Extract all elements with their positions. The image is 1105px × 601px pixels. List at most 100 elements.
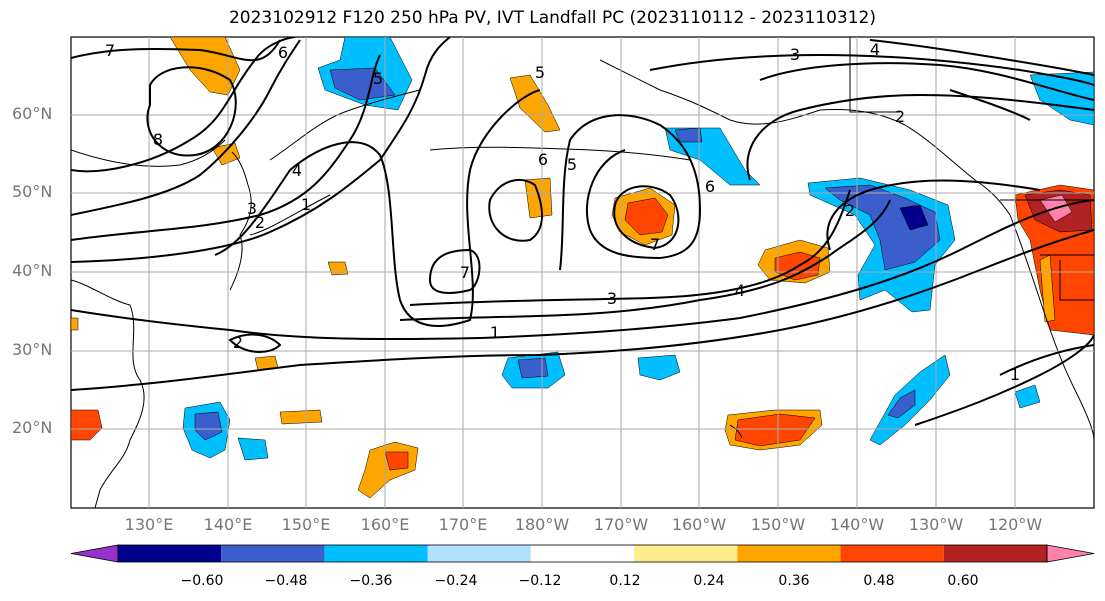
- contour-label: 1: [490, 323, 500, 342]
- contour-label: 5: [567, 155, 577, 174]
- colorbar: [70, 544, 1095, 563]
- contour-label: 1: [1010, 365, 1020, 384]
- colorbar-tick-label: 0.60: [947, 573, 979, 589]
- negative-anomaly: [674, 127, 703, 143]
- pv-contour: [214, 89, 541, 327]
- contour-label: 3: [607, 289, 617, 308]
- pv-contour: [559, 114, 702, 271]
- contour-label: 6: [705, 177, 715, 196]
- contour-label: 6: [538, 150, 548, 169]
- pv-contour: [71, 199, 1094, 341]
- negative-anomaly: [887, 389, 916, 419]
- positive-anomaly: [279, 409, 323, 425]
- contour-label: 6: [278, 43, 288, 62]
- lon-label: 130°W: [908, 515, 964, 534]
- kamchatka-coast: [269, 89, 421, 161]
- aleutians: [429, 146, 691, 161]
- pv-contour: [71, 54, 381, 241]
- alaska-coast: [599, 59, 1011, 216]
- colorbar-tick-label: 0.48: [863, 573, 895, 589]
- contour-label: 1: [301, 195, 311, 214]
- contour-label: 3: [790, 45, 800, 64]
- colorbar-tick-label: −0.12: [518, 573, 562, 589]
- colorbar-segment: [221, 545, 325, 562]
- pv-contour: [146, 66, 237, 157]
- colorbar-segment: [943, 545, 1047, 562]
- contour-label: 7: [460, 263, 470, 282]
- map-title: 2023102912 F120 250 hPa PV, IVT Landfall…: [228, 8, 876, 28]
- colorbar-tick-label: 0.12: [609, 573, 641, 589]
- lat-label: 40°N: [12, 261, 53, 280]
- na-state-lines: [1040, 254, 1094, 301]
- positive-anomaly: [509, 74, 561, 133]
- negative-anomaly: [237, 437, 269, 461]
- contour-labels: 7 6 8 5 4 3 2 1 5 6 7 3 4 2 1 6 5 7 3 4 …: [105, 40, 1020, 384]
- colorbar-tick-label: 0.24: [693, 573, 725, 589]
- pv-contours: [71, 37, 1094, 426]
- contour-label: 4: [870, 40, 880, 59]
- lon-label: 160°E: [360, 515, 410, 534]
- positive-anomaly: [71, 409, 103, 441]
- pv-contour: [759, 62, 1094, 101]
- japan-coast: [229, 151, 252, 291]
- pv-contour: [746, 93, 1094, 181]
- colorbar-segment: [427, 545, 531, 562]
- positive-anomaly: [734, 413, 816, 447]
- lon-label: 180°W: [514, 515, 570, 534]
- lon-label: 150°W: [750, 515, 806, 534]
- pv-contour: [228, 333, 282, 353]
- negative-anomaly: [329, 67, 396, 101]
- pv-contour: [869, 39, 1094, 76]
- colorbar-extend-high: [1046, 544, 1095, 563]
- contour-label: 4: [292, 161, 302, 180]
- pv-contour: [613, 185, 680, 250]
- pv-contour: [826, 179, 1041, 251]
- pv-contour: [488, 179, 543, 242]
- negative-anomaly: [1014, 384, 1041, 409]
- colorbar-segment: [118, 545, 222, 562]
- contour-label: 8: [153, 130, 163, 149]
- positive-anomaly: [71, 317, 79, 331]
- pv-contour: [999, 344, 1094, 376]
- pv-contour: [71, 37, 451, 263]
- colorbar-outline: [117, 544, 1048, 563]
- pv-contour: [428, 248, 481, 294]
- lon-label: 130°E: [124, 515, 174, 534]
- colorbar-tick-label: −0.24: [434, 573, 478, 589]
- contour-label: 5: [373, 69, 383, 88]
- colorbar-tick-label: 0.36: [778, 573, 810, 589]
- lon-label: 150°E: [281, 515, 331, 534]
- colorbar-segment: [634, 545, 738, 562]
- lon-label: 140°W: [829, 515, 885, 534]
- contour-label: 5: [535, 63, 545, 82]
- anomaly-fills: [71, 37, 1094, 499]
- colorbar-tick-label: −0.36: [349, 573, 393, 589]
- pv-contour: [649, 53, 1094, 86]
- colorbar-extend-low: [70, 544, 119, 563]
- positive-anomaly: [384, 451, 409, 471]
- contour-label: 7: [650, 235, 660, 254]
- asia-coast: [71, 279, 145, 508]
- lon-label: 160°W: [671, 515, 727, 534]
- pv-contour: [949, 89, 1031, 121]
- pv-contour: [409, 189, 851, 306]
- coastlines: [71, 37, 1094, 508]
- kurils: [249, 194, 331, 236]
- lon-label: 120°W: [987, 515, 1043, 534]
- negative-anomaly: [637, 354, 681, 381]
- lon-label: 170°E: [438, 515, 488, 534]
- lat-label: 50°N: [12, 182, 53, 201]
- lon-label: 140°E: [203, 515, 253, 534]
- negative-anomaly: [517, 357, 549, 379]
- contour-label: 2: [895, 107, 905, 126]
- pv-contour: [71, 37, 296, 173]
- contour-label: 7: [105, 41, 115, 60]
- colorbar-segment: [530, 545, 635, 562]
- colorbar-tick-label: −0.60: [180, 573, 224, 589]
- pv-contour: [71, 39, 281, 62]
- bc-box: [849, 37, 900, 113]
- colorbar-segment: [840, 545, 944, 562]
- gridlines: [71, 37, 1094, 508]
- positive-anomaly: [624, 197, 669, 236]
